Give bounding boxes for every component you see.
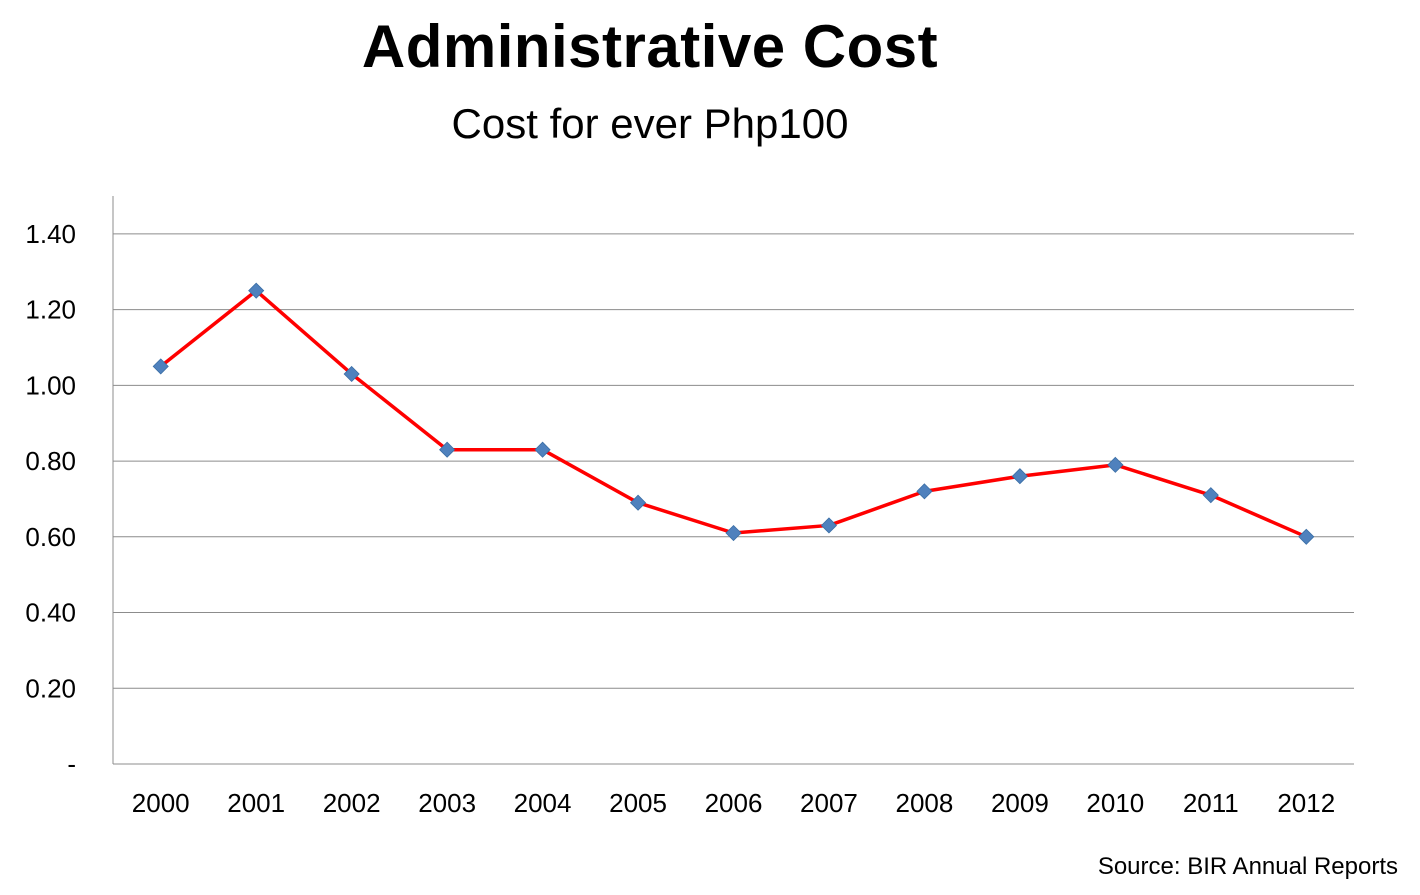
x-tick-label: 2012 [1277,788,1335,818]
y-tick-label: 0.60 [25,522,76,552]
data-point-marker [916,483,933,500]
x-tick-label: 2007 [800,788,858,818]
y-tick-label: 1.20 [25,295,76,325]
y-tick-label: 0.20 [25,673,76,703]
data-point-marker [343,365,360,383]
data-point-marker [629,494,647,511]
series-line [159,288,1307,539]
x-tick-label: 2002 [323,788,381,818]
x-tick-label: 2006 [705,788,763,818]
chart-title: Administrative Cost [361,13,939,80]
x-tick-label: 2003 [418,788,476,818]
x-tick-label: 2011 [1183,788,1239,818]
data-point-marker [1202,487,1219,504]
data-point-marker [725,524,742,542]
gridlines [113,233,1354,689]
y-tick-label: 1.40 [25,219,76,249]
x-tick-label: 2004 [514,788,572,818]
y-tick-label: 0.80 [25,446,76,476]
y-tick-label: 1.00 [25,370,76,400]
chart-subtitle: Cost for ever Php100 [451,100,849,147]
axes [112,196,1354,765]
markers-group [152,282,1315,545]
x-tick-labels: 2000 2001 2002 2003 2004 2005 2006 2007 2008 2009… [132,788,1335,818]
y-tick-labels: - 0.20 0.40 0.60 0.80 1.00 1.20 1.40 [25,219,76,779]
data-point-marker [439,441,456,458]
x-tick-label: 2009 [991,788,1049,818]
data-point-marker [534,441,551,458]
x-tick-label: 2000 [132,788,190,818]
series-group [159,288,1307,539]
y-tick-label: - [67,749,76,779]
data-point-marker [820,517,838,534]
data-point-marker [1011,468,1028,485]
data-point-marker [248,282,265,299]
source-note: Source: BIR Annual Reports [1097,853,1398,880]
x-tick-label: 2001 [227,788,285,818]
data-point-marker [1107,456,1124,473]
data-point-marker [152,358,169,375]
y-tick-label: 0.40 [25,598,76,628]
x-tick-label: 2010 [1086,788,1144,818]
data-point-marker [1298,528,1315,545]
x-tick-label: 2005 [609,788,667,818]
x-tick-label: 2008 [896,788,954,818]
